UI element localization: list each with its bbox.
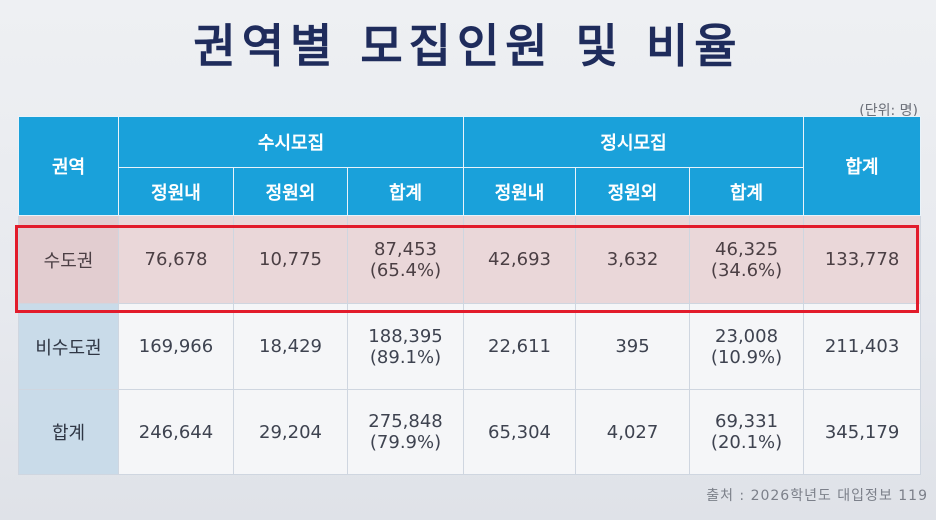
header-susi: 수시모집 <box>117 116 465 168</box>
cell-total: 133,778 <box>803 215 922 304</box>
cell-susi-inside: 246,644 <box>118 389 234 475</box>
cell-susi-outside: 18,429 <box>233 303 348 390</box>
header-total: 합계 <box>803 116 922 216</box>
cell-percent: (20.1%) <box>710 432 783 453</box>
cell-susi-outside: 10,775 <box>233 215 348 304</box>
cell-susi-outside: 29,204 <box>233 389 348 475</box>
cell-jeongsi-sum: 46,325 (34.6%) <box>689 215 805 304</box>
cell-jeongsi-inside: 42,693 <box>463 215 577 304</box>
cell-percent: (34.6%) <box>710 259 783 281</box>
row-label: 수도권 <box>18 215 119 304</box>
cell-jeongsi-outside: 4,027 <box>575 389 691 475</box>
cell-percent: (89.1%) <box>369 346 442 368</box>
header-susi-outside: 정원외 <box>233 167 348 216</box>
cell-value: 87,453 <box>374 238 437 260</box>
header-jeongsi-outside: 정원외 <box>575 167 691 216</box>
cell-percent: (10.9%) <box>710 346 783 368</box>
header-susi-inside: 정원내 <box>118 167 234 216</box>
cell-jeongsi-outside: 3,632 <box>575 215 691 304</box>
row-label: 합계 <box>18 389 119 475</box>
cell-total: 211,403 <box>803 303 922 390</box>
cell-susi-sum: 188,395 (89.1%) <box>346 303 465 390</box>
row-label: 비수도권 <box>18 303 119 390</box>
cell-value: 188,395 <box>368 325 443 347</box>
cell-susi-sum: 275,848 (79.9%) <box>346 389 465 475</box>
table-row: 합계 246,644 29,204 275,848 (79.9%) 65,304 … <box>18 389 922 475</box>
cell-value: 275,848 <box>368 411 443 432</box>
header-region: 권역 <box>18 116 119 216</box>
cell-value: 69,331 <box>715 411 779 432</box>
header-jeongsi-sum: 합계 <box>689 167 805 216</box>
unit-note: (단위: 명) <box>859 103 918 119</box>
cell-jeongsi-outside: 395 <box>575 303 691 390</box>
cell-percent: (65.4%) <box>369 259 442 281</box>
cell-percent: (79.9%) <box>369 432 442 453</box>
cell-jeongsi-inside: 65,304 <box>463 389 577 475</box>
source-note: 출처 : 2026학년도 대입정보 119 <box>706 488 928 504</box>
slide-title: 권역별 모집인원 및 비율 <box>193 19 743 73</box>
header-susi-sum: 합계 <box>346 167 465 216</box>
recruitment-table: 권역 수시모집 정시모집 합계 정원내 정원외 합계 정원내 정원외 합계 수도… <box>18 116 922 475</box>
cell-jeongsi-sum: 69,331 (20.1%) <box>689 389 805 475</box>
cell-jeongsi-inside: 22,611 <box>463 303 577 390</box>
cell-susi-sum: 87,453 (65.4%) <box>346 215 465 304</box>
cell-susi-inside: 169,966 <box>118 303 234 390</box>
table-row: 비수도권 169,966 18,429 188,395 (89.1%) 22,61… <box>18 303 922 390</box>
cell-value: 23,008 <box>715 325 779 347</box>
cell-susi-inside: 76,678 <box>118 215 234 304</box>
table-row: 수도권 76,678 10,775 87,453 (65.4%) 42,693 3… <box>18 215 922 304</box>
header-jeongsi: 정시모집 <box>463 116 805 168</box>
cell-jeongsi-sum: 23,008 (10.9%) <box>689 303 805 390</box>
cell-value: 46,325 <box>715 238 779 260</box>
cell-total: 345,179 <box>803 389 922 475</box>
header-jeongsi-inside: 정원내 <box>463 167 577 216</box>
